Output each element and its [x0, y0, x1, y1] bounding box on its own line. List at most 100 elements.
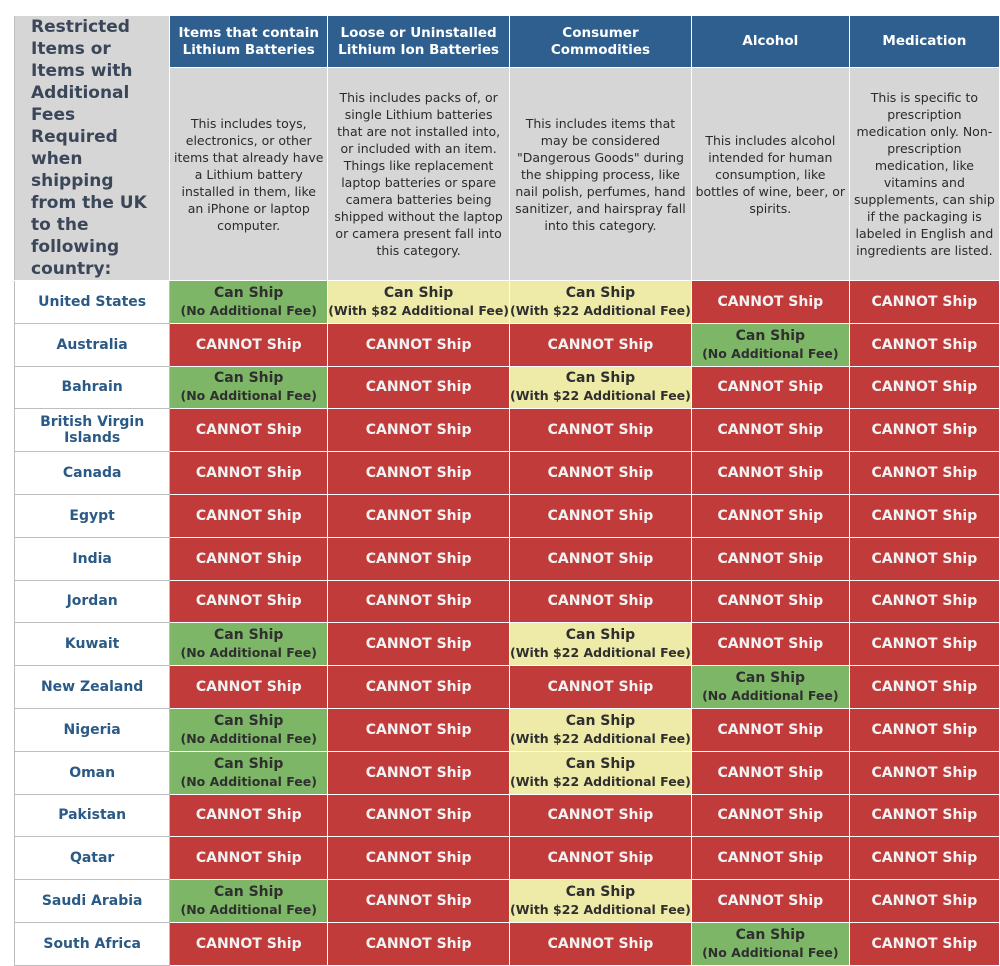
status-cannot-ship: CANNOT Ship [690, 750, 850, 795]
status-cannot-ship: CANNOT Ship [169, 322, 329, 367]
status-cannot-ship: CANNOT Ship [169, 665, 329, 709]
fee-note: (No Additional Fee) [180, 773, 317, 789]
status-cannot-ship: CANNOT Ship [509, 793, 692, 838]
fee-note: (No Additional Fee) [180, 302, 317, 318]
country-name: New Zealand [13, 665, 171, 709]
column-header-alcohol: Alcohol [690, 15, 850, 68]
column-description-lithium-installed: This includes toys, electronics, or othe… [169, 67, 329, 281]
country-name: Pakistan [13, 793, 171, 838]
fee-note: (With $22 Additional Fee) [510, 730, 691, 746]
status-cannot-ship: CANNOT Ship [848, 451, 1000, 495]
status-cannot-ship: CANNOT Ship [509, 408, 692, 453]
country-name: Nigeria [13, 707, 171, 752]
status-can-ship-no-fee: Can Ship (No Additional Fee) [690, 665, 850, 709]
table-row: Qatar CANNOT Ship CANNOT Ship CANNOT Ship CA… [13, 836, 1000, 881]
status-cannot-ship: CANNOT Ship [509, 665, 692, 709]
table-row: New Zealand CANNOT Ship CANNOT Ship CANNOT … [13, 665, 1000, 709]
status-label: Can Ship [735, 327, 806, 344]
country-rows: United States Can Ship (No Additional Fee)… [13, 280, 1000, 966]
status-label: Can Ship [735, 670, 806, 687]
status-can-ship-with-fee: Can Ship (With $22 Additional Fee) [509, 750, 692, 795]
status-can-ship-with-fee: Can Ship (With $22 Additional Fee) [509, 622, 692, 667]
fee-note: (With $22 Additional Fee) [510, 902, 691, 918]
status-cannot-ship: CANNOT Ship [690, 707, 850, 752]
status-can-ship-with-fee: Can Ship (With $22 Additional Fee) [509, 280, 692, 324]
status-cannot-ship: CANNOT Ship [848, 793, 1000, 838]
status-cannot-ship: CANNOT Ship [327, 408, 511, 453]
status-cannot-ship: CANNOT Ship [848, 836, 1000, 881]
country-name: Canada [13, 451, 171, 495]
table-row: Nigeria Can Ship (No Additional Fee) CANNOT… [13, 707, 1000, 752]
shipping-restrictions-chart: Restricted Items or Items with Additiona… [13, 15, 1000, 966]
status-cannot-ship: CANNOT Ship [169, 579, 329, 624]
status-cannot-ship: CANNOT Ship [509, 493, 692, 538]
fee-note: (No Additional Fee) [180, 902, 317, 918]
status-label: Can Ship [565, 755, 636, 772]
status-label: Can Ship [565, 884, 636, 901]
column-description-lithium-loose: This includes packs of, or single Lithiu… [327, 67, 511, 281]
status-can-ship-no-fee: Can Ship (No Additional Fee) [690, 322, 850, 367]
status-label: Can Ship [214, 370, 284, 387]
table-row: United States Can Ship (No Additional Fee)… [13, 280, 1000, 324]
status-label: Can Ship [565, 627, 636, 644]
status-cannot-ship: CANNOT Ship [509, 322, 692, 367]
country-name: British Virgin Islands [13, 408, 171, 453]
status-cannot-ship: CANNOT Ship [690, 365, 850, 410]
fee-note: (No Additional Fee) [180, 645, 317, 661]
status-cannot-ship: CANNOT Ship [848, 536, 1000, 581]
status-cannot-ship: CANNOT Ship [169, 493, 329, 538]
column-header-medication: Medication [848, 15, 1000, 68]
status-cannot-ship: CANNOT Ship [690, 493, 850, 538]
status-cannot-ship: CANNOT Ship [848, 408, 1000, 453]
fee-note: (With $82 Additional Fee) [328, 302, 510, 318]
table-row: Pakistan CANNOT Ship CANNOT Ship CANNOT Shi… [13, 793, 1000, 838]
fee-note: (No Additional Fee) [702, 944, 839, 960]
status-cannot-ship: CANNOT Ship [690, 793, 850, 838]
status-can-ship-no-fee: Can Ship (No Additional Fee) [169, 707, 329, 752]
status-cannot-ship: CANNOT Ship [848, 493, 1000, 538]
status-cannot-ship: CANNOT Ship [848, 322, 1000, 367]
status-cannot-ship: CANNOT Ship [169, 536, 329, 581]
status-cannot-ship: CANNOT Ship [690, 280, 850, 324]
status-cannot-ship: CANNOT Ship [690, 879, 850, 923]
header-row: Restricted Items or Items with Additiona… [13, 15, 1000, 281]
fee-note: (No Additional Fee) [702, 688, 839, 704]
status-cannot-ship: CANNOT Ship [848, 707, 1000, 752]
table-row: Australia CANNOT Ship CANNOT Ship CANNOT Sh… [13, 322, 1000, 367]
status-cannot-ship: CANNOT Ship [169, 408, 329, 453]
status-label: Can Ship [214, 712, 284, 729]
status-cannot-ship: CANNOT Ship [848, 750, 1000, 795]
status-cannot-ship: CANNOT Ship [327, 879, 511, 923]
status-can-ship-with-fee: Can Ship (With $22 Additional Fee) [509, 879, 692, 923]
status-can-ship-no-fee: Can Ship (No Additional Fee) [169, 879, 329, 923]
status-can-ship-with-fee: Can Ship (With $22 Additional Fee) [509, 365, 692, 410]
status-can-ship-no-fee: Can Ship (No Additional Fee) [169, 365, 329, 410]
status-cannot-ship: CANNOT Ship [327, 622, 511, 667]
status-cannot-ship: CANNOT Ship [327, 665, 511, 709]
status-cannot-ship: CANNOT Ship [848, 365, 1000, 410]
status-cannot-ship: CANNOT Ship [327, 493, 511, 538]
table-row: British Virgin Islands CANNOT Ship CANNOT … [13, 408, 1000, 453]
country-name: Australia [13, 322, 171, 367]
status-cannot-ship: CANNOT Ship [690, 622, 850, 667]
country-name: Oman [13, 750, 171, 795]
table-row: Oman Can Ship (No Additional Fee) CANNOT Sh… [13, 750, 1000, 795]
status-label: Can Ship [383, 284, 454, 301]
status-cannot-ship: CANNOT Ship [169, 451, 329, 495]
restrictions-table: Restricted Items or Items with Additiona… [13, 15, 1000, 966]
status-cannot-ship: CANNOT Ship [848, 879, 1000, 923]
status-cannot-ship: CANNOT Ship [848, 280, 1000, 324]
status-cannot-ship: CANNOT Ship [509, 536, 692, 581]
column-description-alcohol: This includes alcohol intended for human… [690, 67, 850, 281]
status-can-ship-no-fee: Can Ship (No Additional Fee) [169, 622, 329, 667]
table-row: Kuwait Can Ship (No Additional Fee) CANNOT … [13, 622, 1000, 667]
status-cannot-ship: CANNOT Ship [327, 793, 511, 838]
status-label: Can Ship [214, 284, 284, 301]
country-name: Jordan [13, 579, 171, 624]
status-cannot-ship: CANNOT Ship [327, 365, 511, 410]
table-title: Restricted Items or Items with Additiona… [13, 15, 171, 281]
status-label: Can Ship [565, 712, 636, 729]
status-cannot-ship: CANNOT Ship [327, 750, 511, 795]
column-header-consumer-commodities: Consumer Commodities [509, 15, 692, 68]
status-cannot-ship: CANNOT Ship [169, 793, 329, 838]
